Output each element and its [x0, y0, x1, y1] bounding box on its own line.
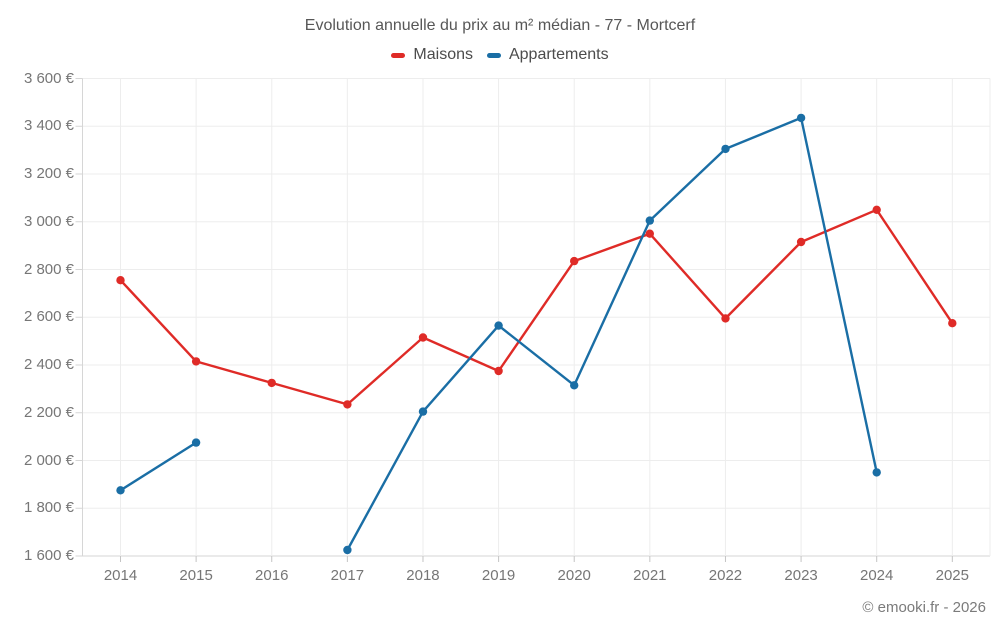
y-axis-label: 2 600 € — [23, 308, 74, 326]
legend-label-maisons: Maisons — [413, 46, 473, 63]
series-line-appartements — [119, 116, 878, 551]
y-axis-label: 1 800 € — [23, 499, 74, 517]
copyright-text: © emooki.fr - 2026 — [862, 599, 986, 616]
x-axis-label: 2019 — [481, 567, 516, 584]
x-axis-label: 2020 — [557, 567, 591, 584]
appartements-swatch-icon — [486, 52, 501, 58]
data-point-appartements-2015[interactable] — [191, 438, 201, 447]
data-point-appartements-2019[interactable] — [494, 321, 503, 330]
data-point-maisons-2021[interactable] — [645, 229, 654, 238]
y-axis-label: 3 200 € — [23, 165, 74, 182]
y-axis-label: 3 000 € — [23, 212, 74, 230]
data-point-appartements-2021[interactable] — [645, 216, 654, 225]
data-point-maisons-2019[interactable] — [494, 366, 503, 376]
data-point-maisons-2020[interactable] — [570, 256, 579, 266]
y-axis-label: 3 600 € — [23, 69, 74, 87]
y-axis-label: 2 400 € — [23, 356, 74, 373]
x-axis-label: 2021 — [633, 567, 667, 584]
data-point-appartements-2017[interactable] — [343, 545, 352, 555]
legend-label-appartements: Appartements — [508, 46, 609, 63]
x-axis-label: 2014 — [103, 567, 138, 584]
data-point-maisons-2016[interactable] — [267, 378, 276, 388]
chart-title: Evolution annuelle du prix au m² médian … — [304, 17, 696, 34]
y-axis-label: 2 200 € — [23, 403, 74, 421]
y-axis-label: 1 600 € — [23, 547, 74, 564]
data-point-maisons-2025[interactable] — [948, 319, 957, 328]
data-point-maisons-2022[interactable] — [721, 314, 730, 323]
x-axis-label: 2025 — [935, 567, 969, 584]
data-point-maisons-2023[interactable] — [796, 237, 806, 247]
x-axis-label: 2024 — [860, 567, 894, 584]
series-line-maisons — [119, 208, 954, 406]
data-point-maisons-2015[interactable] — [191, 357, 201, 366]
data-point-maisons-2014[interactable] — [116, 276, 125, 285]
maisons-swatch-icon — [391, 52, 406, 58]
x-axis-label: 2018 — [406, 567, 440, 584]
data-point-maisons-2018[interactable] — [418, 333, 428, 342]
legend-item-maisons[interactable]: Maisons — [391, 46, 473, 64]
chart-legend: Maisons Appartements — [0, 46, 1000, 64]
x-axis-label: 2022 — [708, 567, 743, 584]
y-axis-label: 2 000 € — [23, 451, 74, 469]
x-axis-label: 2023 — [784, 567, 818, 584]
data-point-appartements-2022[interactable] — [721, 144, 730, 154]
x-axis-label: 2015 — [179, 567, 213, 584]
data-point-appartements-2020[interactable] — [570, 381, 579, 390]
x-axis-label: 2016 — [255, 567, 289, 584]
data-point-maisons-2024[interactable] — [872, 205, 881, 214]
data-point-appartements-2018[interactable] — [418, 407, 428, 416]
data-point-maisons-2017[interactable] — [343, 400, 352, 409]
legend-item-appartements[interactable]: Appartements — [486, 46, 609, 64]
data-point-appartements-2014[interactable] — [116, 486, 125, 495]
y-axis-label: 3 400 € — [23, 117, 74, 135]
y-axis-label: 2 800 € — [23, 260, 74, 278]
data-point-appartements-2024[interactable] — [872, 468, 881, 477]
x-axis-label: 2017 — [330, 567, 365, 584]
data-point-appartements-2023[interactable] — [796, 113, 806, 123]
